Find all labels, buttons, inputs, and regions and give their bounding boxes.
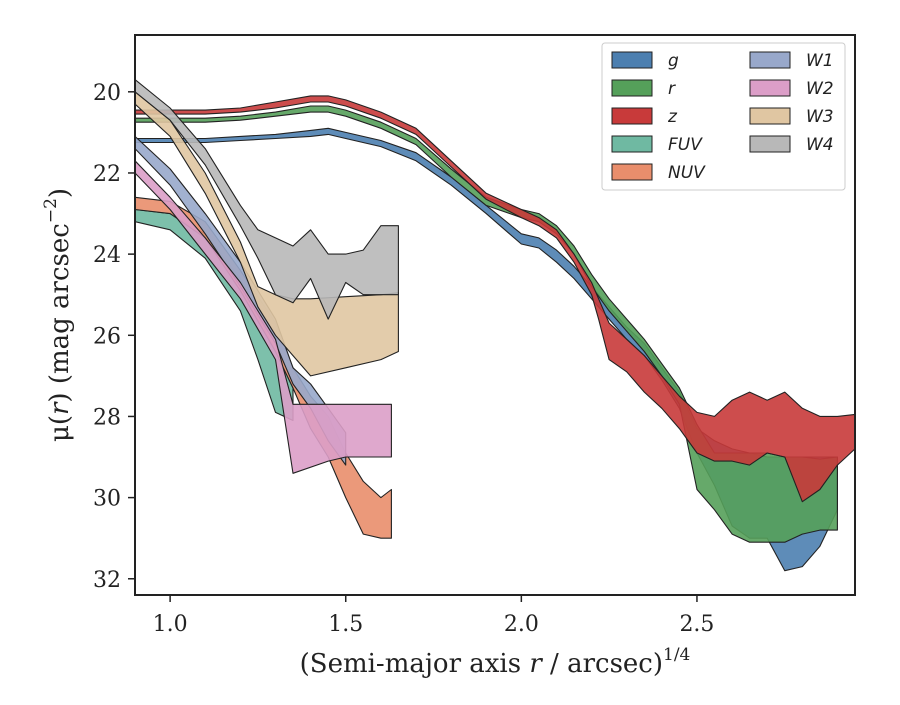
x-axis-label-exponent: 1/4 (663, 645, 690, 665)
y-axis-label-mu: μ( (45, 415, 75, 442)
legend-label-W4: W4 (806, 135, 834, 155)
x-axis-label-prefix: (Semi-major axis (300, 649, 530, 679)
legend-label-W3: W3 (806, 107, 834, 127)
x-axis-label: (Semi-major axis r / arcsec)1/4 (300, 645, 691, 679)
legend-swatch-W1 (749, 51, 791, 69)
y-tick-label: 28 (93, 405, 121, 430)
x-tick-label: 1.0 (153, 612, 188, 637)
y-tick-label: 30 (93, 487, 121, 512)
series-band-W4 (135, 79, 399, 320)
y-tick-label: 24 (93, 243, 121, 268)
legend-label-NUV: NUV (668, 163, 706, 183)
legend-swatch-W3 (749, 107, 791, 125)
legend-label-g: g (668, 51, 679, 71)
y-axis-label-end: ) (45, 188, 75, 198)
x-tick-label: 2.0 (504, 612, 539, 637)
legend-swatch-z (611, 107, 653, 125)
legend-swatch-FUV (611, 135, 653, 153)
y-tick-label: 32 (93, 568, 121, 593)
x-axis-label-var: r (529, 649, 543, 679)
legend-label-W1: W1 (806, 51, 834, 71)
series-band-W2 (135, 160, 392, 474)
series-band-z (135, 95, 855, 503)
y-axis-label-mid: ) (mag arcsec (45, 223, 75, 402)
y-axis-label-var: r (45, 401, 75, 415)
tick-layer: 1.0 1.5 2.0 2.5 20 22 24 26 28 30 32 (93, 81, 714, 637)
plot-frame (134, 34, 856, 596)
legend-swatch-W2 (749, 79, 791, 97)
series-layer (135, 79, 855, 572)
legend-label-W2: W2 (806, 79, 834, 99)
legend-swatch-r (611, 79, 653, 97)
legend-swatch-NUV (611, 163, 653, 181)
legend-label-FUV: FUV (668, 135, 703, 155)
x-tick-label: 1.5 (328, 612, 363, 637)
y-axis-label-exponent: −2 (41, 198, 61, 223)
legend: grz FUV NUV W1 W2 W3 W4 (601, 42, 846, 191)
legend-label-z: z (667, 107, 678, 127)
legend-swatch-g (611, 51, 653, 69)
x-tick-label: 2.5 (679, 612, 714, 637)
legend-label-r: r (668, 79, 676, 99)
legend-swatch-W4 (749, 135, 791, 153)
y-axis-label: μ(r) (mag arcsec−2) (41, 188, 75, 442)
x-axis-label-mid: / arcsec) (542, 649, 663, 679)
y-tick-label: 26 (93, 324, 121, 349)
y-tick-label: 20 (93, 81, 121, 106)
y-tick-label: 22 (93, 162, 121, 187)
